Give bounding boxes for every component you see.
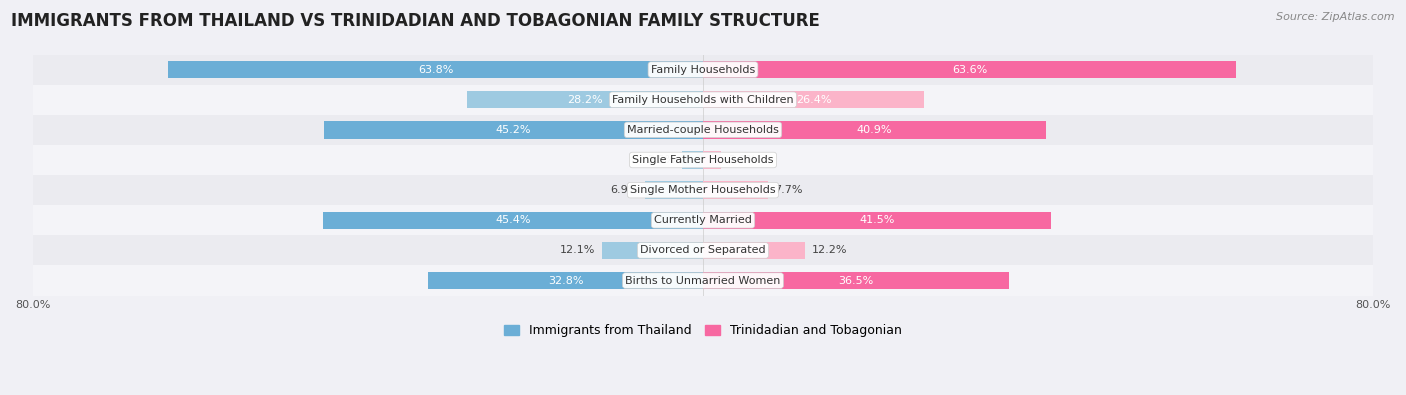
Text: 45.4%: 45.4% [495,215,530,225]
Legend: Immigrants from Thailand, Trinidadian and Tobagonian: Immigrants from Thailand, Trinidadian an… [499,320,907,342]
Text: 41.5%: 41.5% [859,215,894,225]
Bar [32,115,1374,145]
Text: 63.6%: 63.6% [952,64,987,75]
Text: Married-couple Households: Married-couple Households [627,125,779,135]
Text: 26.4%: 26.4% [796,95,831,105]
Bar [322,212,703,229]
Bar [32,265,1374,295]
Bar [32,235,1374,265]
Text: 7.7%: 7.7% [775,185,803,195]
Text: 28.2%: 28.2% [567,95,603,105]
Bar [32,55,1374,85]
Bar [32,205,1374,235]
Bar [645,181,703,199]
Text: 63.8%: 63.8% [418,64,453,75]
Text: IMMIGRANTS FROM THAILAND VS TRINIDADIAN AND TOBAGONIAN FAMILY STRUCTURE: IMMIGRANTS FROM THAILAND VS TRINIDADIAN … [11,12,820,30]
Bar [429,272,703,289]
Text: 12.1%: 12.1% [560,245,595,256]
Bar [169,61,703,78]
Bar [703,242,806,259]
Text: Births to Unmarried Women: Births to Unmarried Women [626,276,780,286]
Text: Family Households with Children: Family Households with Children [612,95,794,105]
Bar [703,61,1236,78]
Text: Single Mother Households: Single Mother Households [630,185,776,195]
Text: Source: ZipAtlas.com: Source: ZipAtlas.com [1277,12,1395,22]
Bar [703,272,1010,289]
Text: Currently Married: Currently Married [654,215,752,225]
Text: 32.8%: 32.8% [548,276,583,286]
Text: 2.2%: 2.2% [728,155,756,165]
Bar [467,91,703,109]
Bar [703,91,924,109]
Bar [703,212,1050,229]
Text: 2.5%: 2.5% [647,155,675,165]
Text: 36.5%: 36.5% [838,276,873,286]
Bar [32,175,1374,205]
Text: 12.2%: 12.2% [811,245,848,256]
Bar [32,145,1374,175]
Text: Family Households: Family Households [651,64,755,75]
Bar [32,85,1374,115]
Bar [703,151,721,169]
Text: Divorced or Separated: Divorced or Separated [640,245,766,256]
Bar [703,121,1046,139]
Bar [602,242,703,259]
Text: 40.9%: 40.9% [856,125,891,135]
Bar [682,151,703,169]
Text: 45.2%: 45.2% [496,125,531,135]
Text: Single Father Households: Single Father Households [633,155,773,165]
Bar [703,181,768,199]
Bar [325,121,703,139]
Text: 6.9%: 6.9% [610,185,638,195]
